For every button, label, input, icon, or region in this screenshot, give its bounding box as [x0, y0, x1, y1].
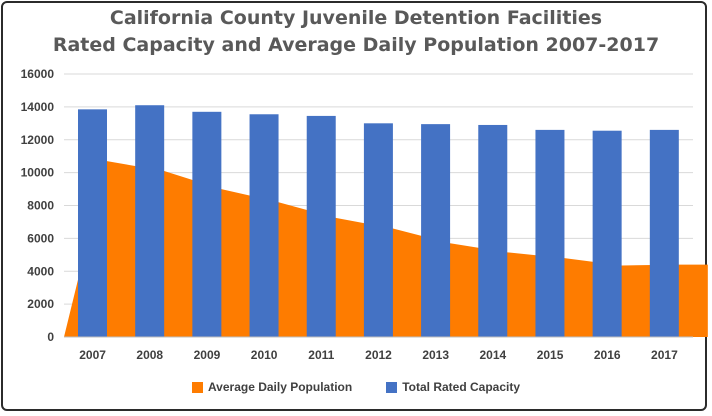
- bar-total-rated-capacity-2013: [421, 124, 451, 338]
- legend-swatch-capacity: [386, 381, 398, 393]
- bar-total-rated-capacity-2009: [192, 111, 222, 338]
- y-tick-label-14000: 14000: [21, 100, 55, 114]
- x-tick-label-2009: 2009: [194, 348, 221, 362]
- bar-total-rated-capacity-2014: [478, 124, 508, 337]
- chart-legend: Average Daily Population Total Rated Cap…: [0, 380, 712, 394]
- legend-item-total-rated-capacity: Total Rated Capacity: [386, 380, 520, 394]
- bar-total-rated-capacity-2016: [592, 130, 622, 337]
- y-tick-label-12000: 12000: [21, 133, 55, 147]
- y-tick-label-16000: 16000: [21, 67, 55, 81]
- x-tick-label-2007: 2007: [79, 348, 106, 362]
- legend-swatch-adp: [191, 381, 203, 393]
- bar-total-rated-capacity-2011: [306, 115, 336, 338]
- bar-total-rated-capacity-2012: [363, 123, 393, 337]
- bar-total-rated-capacity-2007: [78, 109, 107, 337]
- y-tick-label-10000: 10000: [21, 166, 55, 180]
- chart-title-line2: Rated Capacity and Average Daily Populat…: [52, 34, 660, 56]
- x-tick-label-2013: 2013: [422, 348, 449, 362]
- legend-label-capacity: Total Rated Capacity: [402, 380, 521, 394]
- y-tick-label-8000: 8000: [27, 199, 54, 213]
- y-tick-label-0: 0: [47, 330, 54, 344]
- x-tick-label-2015: 2015: [537, 348, 564, 362]
- bar-total-rated-capacity-2010: [249, 114, 279, 337]
- x-tick-label-2017: 2017: [651, 348, 678, 362]
- x-tick-label-2011: 2011: [308, 348, 334, 362]
- legend-item-average-daily-population: Average Daily Population: [191, 380, 353, 394]
- legend-label-adp: Average Daily Population: [207, 380, 353, 394]
- y-tick-label-6000: 6000: [27, 231, 54, 245]
- x-tick-label-2016: 2016: [594, 348, 621, 362]
- x-tick-label-2014: 2014: [480, 348, 507, 362]
- bar-total-rated-capacity-2017: [649, 129, 679, 337]
- y-tick-label-4000: 4000: [27, 264, 54, 278]
- y-tick-label-2000: 2000: [27, 297, 54, 311]
- bar-total-rated-capacity-2008: [135, 105, 165, 337]
- chart-title-line1: California County Juvenile Detention Fac…: [109, 7, 603, 29]
- bar-total-rated-capacity-2015: [535, 129, 565, 337]
- x-tick-label-2008: 2008: [136, 348, 163, 362]
- x-tick-label-2012: 2012: [365, 348, 392, 362]
- x-tick-label-2010: 2010: [251, 348, 278, 362]
